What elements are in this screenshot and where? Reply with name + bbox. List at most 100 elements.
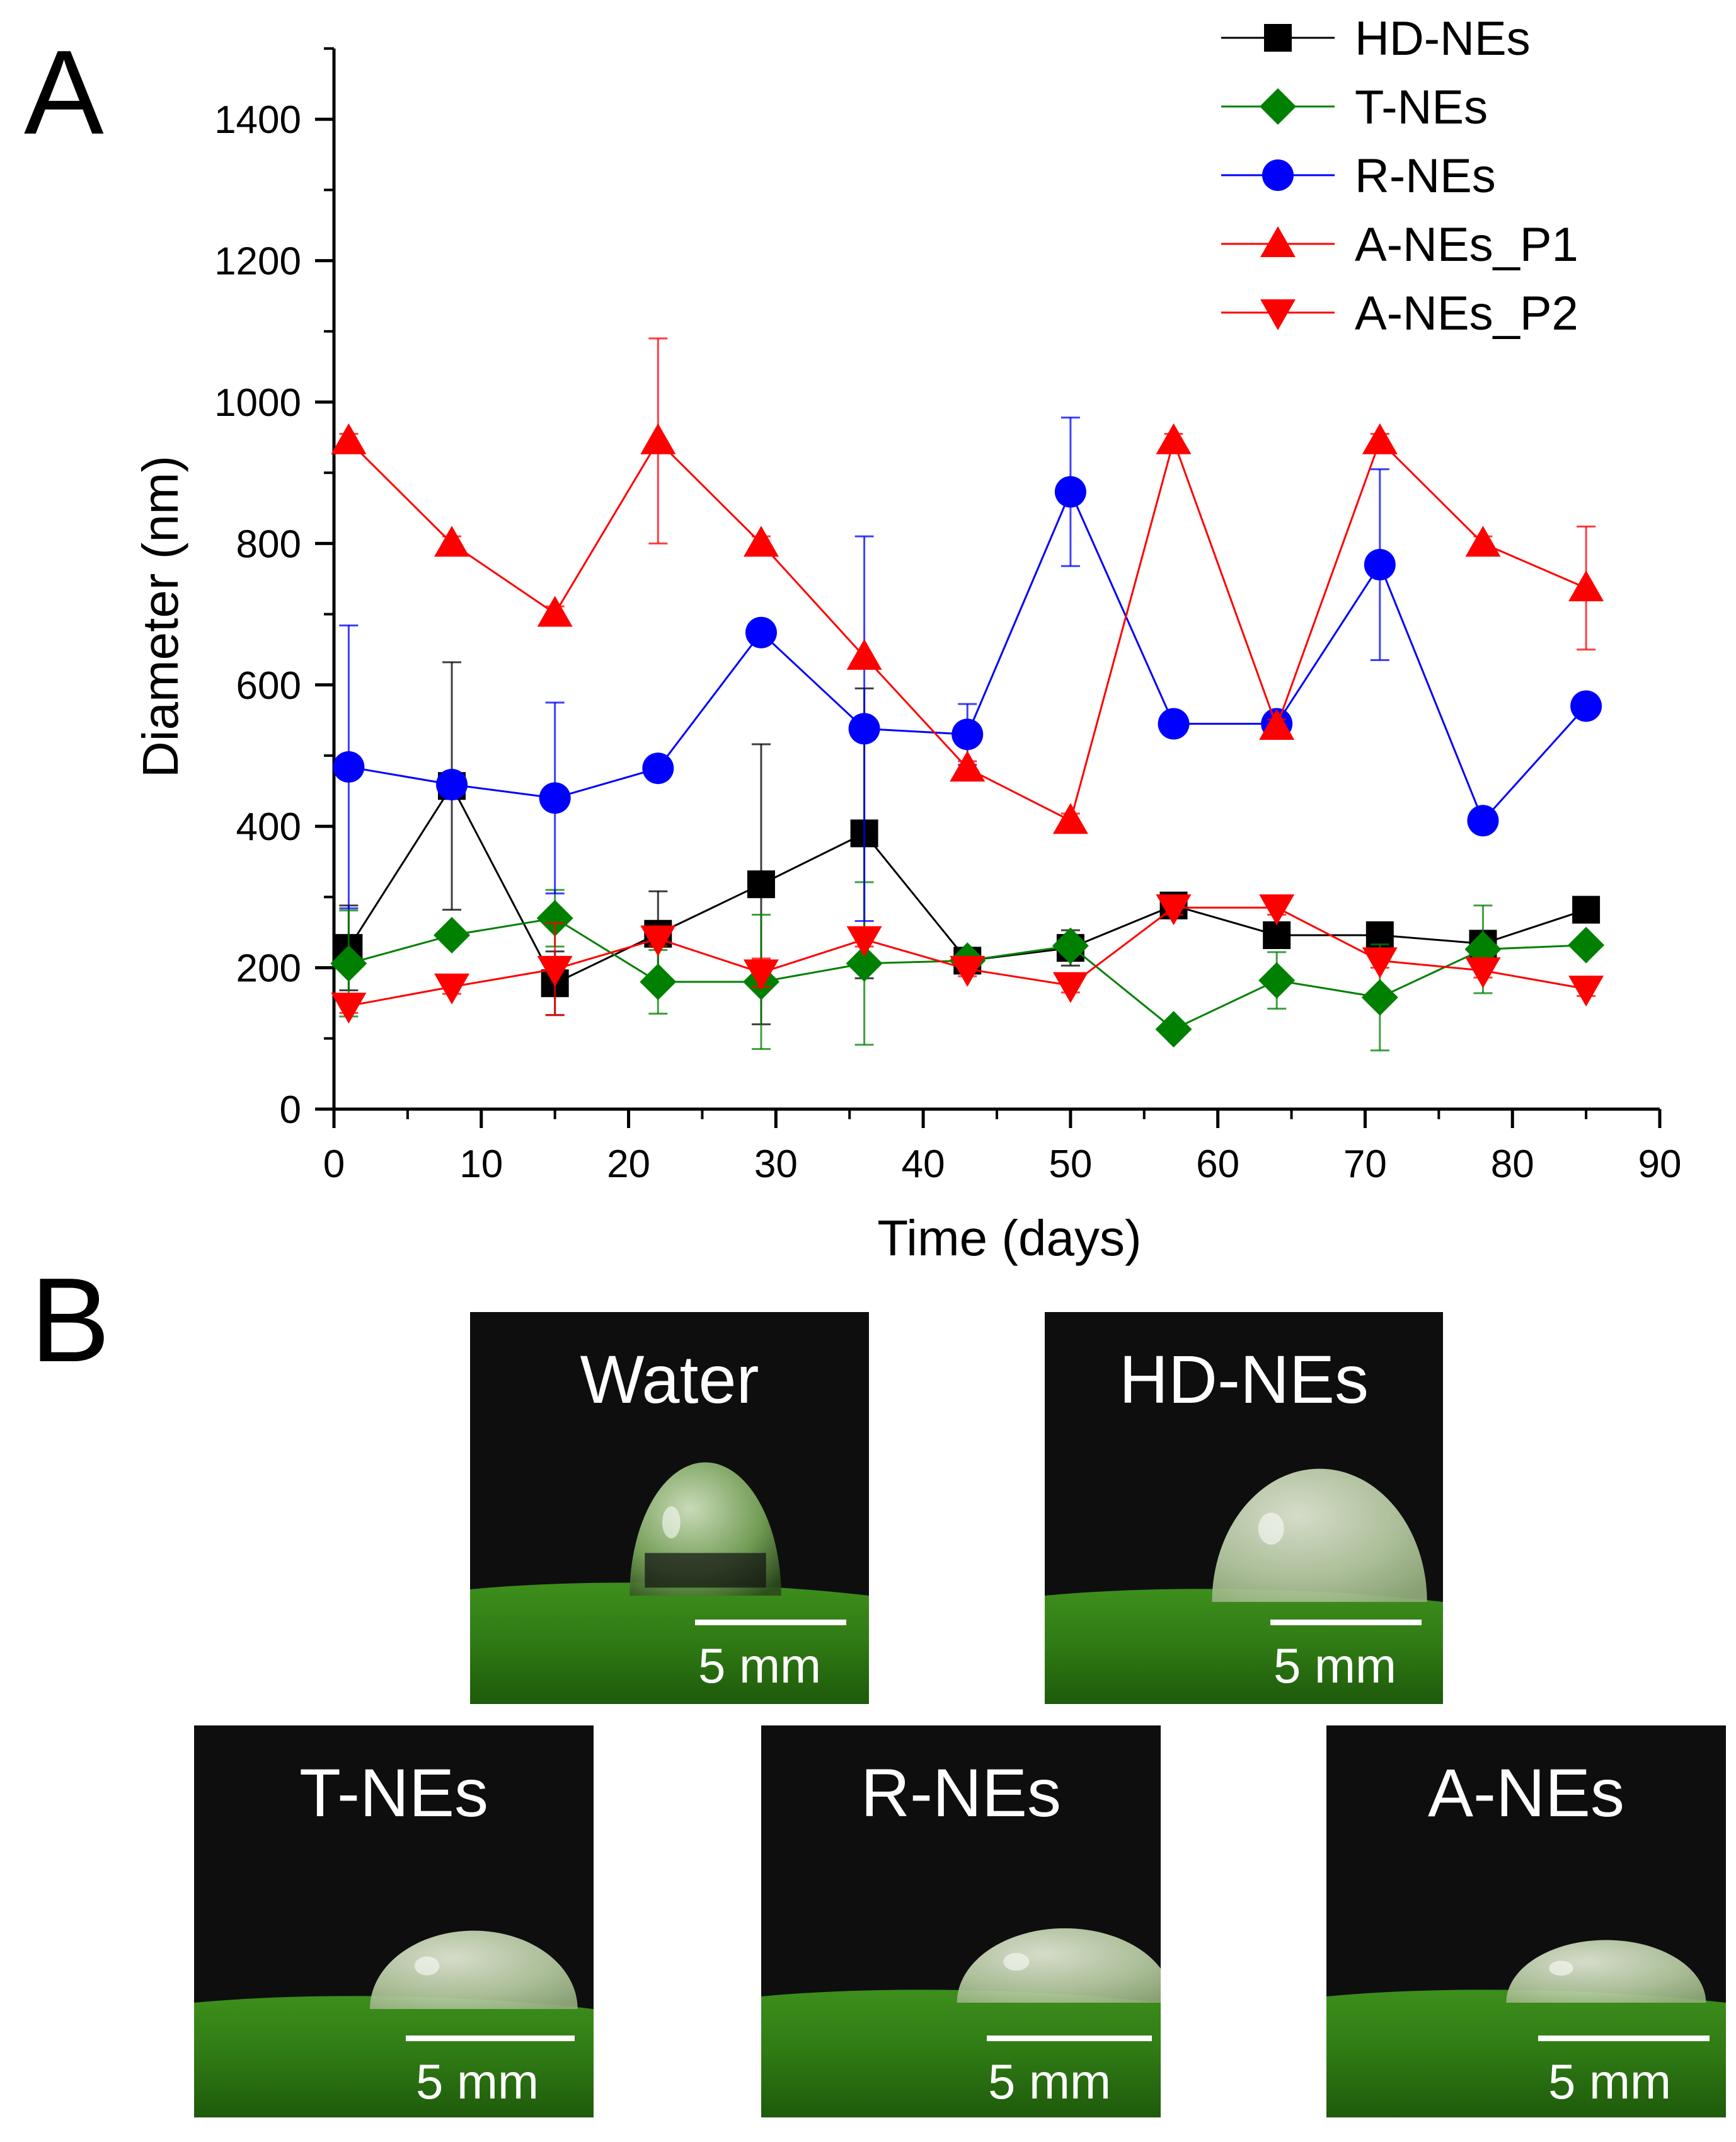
photo-water: Water 5 mm <box>470 1312 869 1704</box>
scale-label: 5 mm <box>416 2054 539 2109</box>
droplet-image <box>194 1930 594 2117</box>
scale-bar <box>406 2035 575 2041</box>
data-point <box>1465 526 1501 557</box>
leaf-surface <box>761 1989 1161 2117</box>
photo-title: T-NEs <box>299 1754 488 1831</box>
droplet-image <box>761 1928 1161 2117</box>
x-tick-label: 20 <box>607 1143 650 1186</box>
photo-a-nes: A-NEs 5 mm <box>1326 1725 1726 2117</box>
data-point <box>1570 690 1602 722</box>
data-point <box>1568 570 1604 602</box>
data-point <box>1362 423 1398 454</box>
y-tick-label: 1200 <box>214 240 301 284</box>
legend-label: R-NEs <box>1355 149 1496 203</box>
photo-hd-nes: HD-NEs 5 mm <box>1045 1312 1443 1704</box>
photo-title: A-NEs <box>1427 1754 1625 1831</box>
y-tick-label: 1400 <box>214 98 301 142</box>
data-point <box>1465 957 1501 989</box>
data-point <box>1158 708 1190 740</box>
data-point <box>537 596 573 627</box>
data-point <box>333 751 365 783</box>
data-point <box>743 526 779 557</box>
photo-t-nes: T-NEs 5 mm <box>194 1725 594 2117</box>
photo-title: Water <box>580 1341 759 1417</box>
data-point <box>846 945 883 982</box>
data-point <box>951 718 984 751</box>
data-point <box>1259 894 1295 926</box>
data-point <box>747 870 775 899</box>
data-point <box>640 423 676 454</box>
droplet-highlight <box>1258 1512 1284 1545</box>
leaf-surface <box>1326 1989 1726 2117</box>
data-point <box>434 916 471 953</box>
data-point <box>640 925 676 957</box>
x-tick-label: 90 <box>1638 1143 1682 1186</box>
legend-marker <box>1262 159 1294 191</box>
series-r-nes <box>333 417 1602 923</box>
data-point <box>537 955 573 987</box>
droplet-highlight <box>1003 1952 1030 1971</box>
x-tick-label: 60 <box>1196 1143 1239 1186</box>
data-point <box>1054 476 1086 508</box>
scale-bar <box>1538 2035 1710 2041</box>
data-point <box>846 638 882 670</box>
droplet <box>957 1928 1161 2003</box>
photo-title: HD-NEs <box>1119 1341 1369 1417</box>
data-point <box>331 423 367 454</box>
data-point <box>1155 1011 1192 1048</box>
legend-label: T-NEs <box>1355 81 1488 134</box>
droplet-highlight <box>414 1956 440 1976</box>
x-tick-label: 30 <box>754 1143 798 1186</box>
series-a-nes-p1 <box>331 337 1604 834</box>
scale-bar <box>695 1620 846 1625</box>
droplet <box>1506 1940 1706 2003</box>
droplet-image <box>1045 1468 1443 1704</box>
data-point <box>536 900 573 937</box>
droplet-image <box>1326 1940 1726 2117</box>
y-tick-label: 800 <box>236 522 301 566</box>
data-point <box>848 713 880 745</box>
x-tick-label: 0 <box>323 1143 345 1186</box>
data-point <box>950 955 986 987</box>
scale-label: 5 mm <box>988 2054 1111 2109</box>
data-point <box>1568 976 1604 1007</box>
legend-label: A-NEs_P2 <box>1355 287 1578 340</box>
series-a-nes-p2 <box>331 894 1604 1024</box>
scale-label: 5 mm <box>698 1638 821 1693</box>
data-point <box>1263 921 1291 949</box>
x-tick-label: 50 <box>1049 1143 1092 1186</box>
data-point <box>1364 549 1396 581</box>
droplet <box>369 1930 578 2009</box>
data-point <box>539 782 571 814</box>
x-tick-label: 40 <box>902 1143 945 1186</box>
data-point <box>1259 708 1295 740</box>
data-point <box>331 993 367 1024</box>
scale-bar <box>1270 1620 1422 1625</box>
legend-label: A-NEs_P1 <box>1355 218 1578 272</box>
y-tick-label: 200 <box>236 947 301 991</box>
data-point <box>1258 962 1296 999</box>
photo-title: R-NEs <box>861 1754 1061 1831</box>
data-point <box>1156 423 1192 454</box>
data-point <box>1156 894 1192 926</box>
data-point <box>436 769 468 801</box>
data-point <box>1362 947 1398 979</box>
data-point <box>1568 926 1605 964</box>
data-point <box>434 973 470 1005</box>
scale-label: 5 mm <box>1548 2054 1671 2109</box>
legend-marker <box>1260 226 1296 257</box>
x-tick-label: 10 <box>459 1143 503 1186</box>
scale-bar <box>987 2035 1152 2041</box>
leaf-surface <box>1045 1589 1443 1704</box>
y-axis-title: Diameter (nm) <box>132 456 188 778</box>
data-point <box>640 964 677 1001</box>
data-point <box>1467 805 1499 837</box>
data-point <box>745 616 777 648</box>
x-tick-label: 70 <box>1343 1143 1387 1186</box>
legend-label: HD-NEs <box>1355 12 1531 66</box>
data-point <box>1572 895 1601 924</box>
x-axis-title: Time (days) <box>877 1210 1141 1266</box>
panel-label-a: A <box>24 26 104 159</box>
droplet-reflection <box>645 1553 766 1588</box>
